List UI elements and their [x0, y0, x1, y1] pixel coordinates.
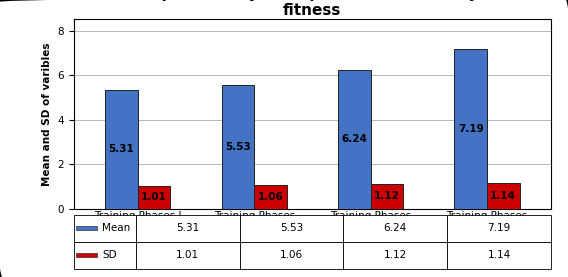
Bar — [370, 184, 403, 209]
Text: 5.53: 5.53 — [225, 142, 251, 152]
Bar — [74, 242, 136, 269]
Text: 1.01: 1.01 — [141, 192, 167, 202]
Bar — [254, 185, 287, 209]
Bar — [105, 90, 138, 209]
Bar — [76, 226, 97, 230]
Bar — [76, 253, 97, 257]
Title: Descriptive Analysis of performance of Physical
fitness: Descriptive Analysis of performance of P… — [108, 0, 517, 18]
Bar — [138, 186, 170, 209]
Text: 6.24: 6.24 — [341, 134, 367, 144]
Bar — [74, 215, 136, 242]
Text: 1.12: 1.12 — [374, 191, 400, 201]
Text: Mean: Mean — [102, 223, 130, 233]
Bar — [338, 70, 370, 209]
Text: SD: SD — [102, 250, 116, 260]
Text: 1.14: 1.14 — [490, 191, 516, 201]
Bar — [487, 183, 520, 209]
Text: 5.31: 5.31 — [108, 145, 135, 155]
Text: 7.19: 7.19 — [458, 124, 483, 134]
Bar — [454, 48, 487, 209]
Bar — [222, 86, 254, 209]
Y-axis label: Mean and SD of varibles: Mean and SD of varibles — [42, 42, 52, 186]
Text: 1.06: 1.06 — [258, 192, 283, 202]
